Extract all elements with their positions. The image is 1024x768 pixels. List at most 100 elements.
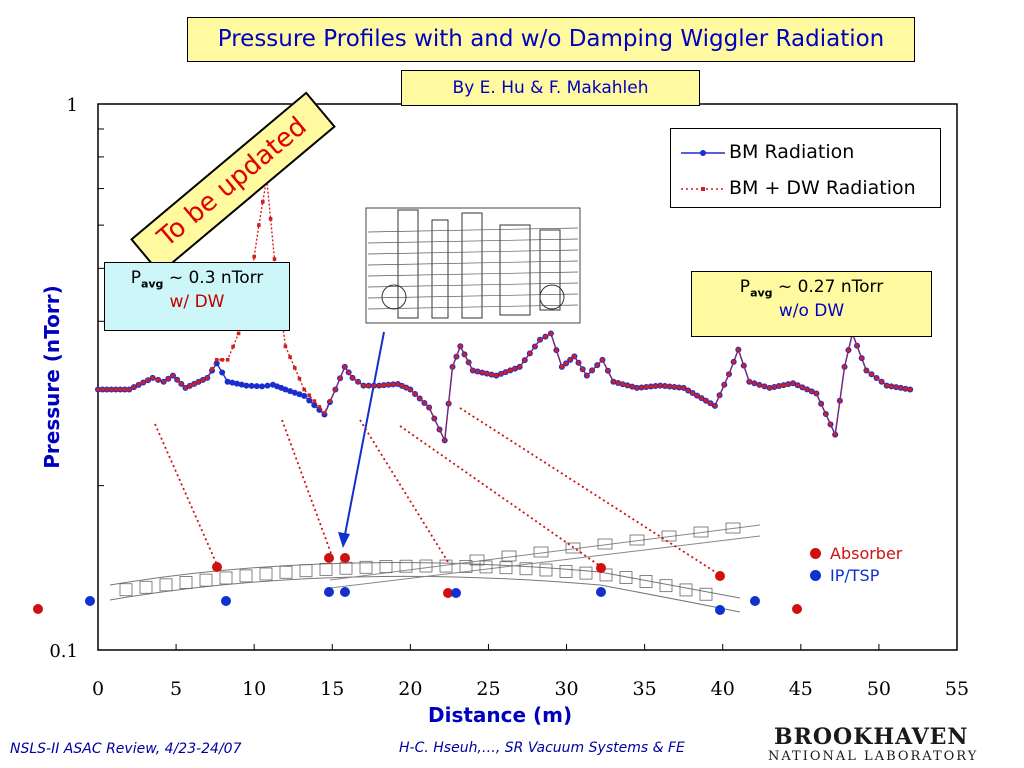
front-end-block xyxy=(693,526,709,538)
data-point xyxy=(361,383,366,388)
data-point xyxy=(225,358,230,362)
magnet-block xyxy=(139,580,153,594)
magnet-block xyxy=(379,560,393,574)
absorber-dot xyxy=(340,553,350,563)
chart-marks xyxy=(95,176,914,444)
data-point xyxy=(838,398,842,403)
data-point xyxy=(427,405,431,410)
data-point xyxy=(767,386,772,390)
data-point xyxy=(171,373,175,378)
absorber-dot xyxy=(715,571,725,581)
data-point xyxy=(828,422,833,427)
data-point xyxy=(114,387,118,392)
data-point xyxy=(252,254,256,259)
data-point xyxy=(328,399,332,403)
data-point xyxy=(122,387,127,392)
vacuum-chamber-drawing xyxy=(338,207,581,548)
data-point xyxy=(462,352,467,357)
chamber-flange xyxy=(539,229,561,311)
magnet-block xyxy=(559,565,573,578)
front-end-block xyxy=(469,554,485,566)
data-point xyxy=(333,387,338,392)
data-point xyxy=(522,358,527,362)
data-point xyxy=(855,343,859,348)
data-point xyxy=(118,387,123,392)
data-point xyxy=(288,355,292,359)
footer-review: NSLS-II ASAC Review, 4/23-24/07 xyxy=(10,741,242,757)
data-point xyxy=(564,361,568,366)
data-point xyxy=(466,360,471,365)
data-point xyxy=(302,387,306,392)
data-point xyxy=(576,360,581,365)
chart-legend: BM Radiation BM + DW Radiation xyxy=(670,128,941,208)
data-point xyxy=(475,369,480,374)
chart-title-box: Pressure Profiles with and w/o Damping W… xyxy=(187,17,915,62)
data-point xyxy=(903,386,908,391)
data-point xyxy=(894,385,898,389)
y-tick-label: 1 xyxy=(67,95,78,116)
data-point xyxy=(231,344,235,349)
x-tick-label: 15 xyxy=(320,678,344,700)
data-point xyxy=(508,368,513,373)
data-point xyxy=(292,366,297,370)
data-point xyxy=(842,365,847,369)
magnet-block xyxy=(239,569,253,583)
absorber-dot-icon xyxy=(810,548,821,559)
x-tick-label: 0 xyxy=(92,678,104,700)
data-point xyxy=(533,344,537,349)
data-point xyxy=(356,379,360,384)
data-point xyxy=(422,401,427,405)
chamber-line xyxy=(367,293,579,299)
data-point xyxy=(889,384,894,389)
magnet-block xyxy=(579,566,593,580)
ip-tsp-dot xyxy=(324,587,334,597)
x-tick-label: 20 xyxy=(398,678,422,700)
magnet-block xyxy=(359,560,373,574)
absorber-dot xyxy=(324,553,334,563)
data-point xyxy=(649,384,653,389)
data-point xyxy=(417,396,422,401)
data-point xyxy=(96,387,100,392)
data-point xyxy=(543,334,548,339)
connector-line xyxy=(399,425,601,567)
component-legend: Absorber IP/TSP xyxy=(808,544,902,588)
magnet-block xyxy=(199,573,213,587)
front-end-block xyxy=(533,546,549,558)
data-point xyxy=(494,373,499,378)
chamber-line xyxy=(367,249,579,255)
data-point xyxy=(100,387,105,392)
front-end-block xyxy=(661,530,677,542)
data-point xyxy=(257,223,261,227)
data-point xyxy=(869,372,874,377)
connector-line xyxy=(281,419,333,557)
data-point xyxy=(809,389,814,394)
data-point xyxy=(105,387,109,392)
data-point xyxy=(722,382,727,387)
data-point xyxy=(342,365,347,369)
magnet-block xyxy=(159,578,173,592)
magnet-block xyxy=(679,583,693,597)
data-point xyxy=(653,384,658,388)
data-point xyxy=(549,331,553,336)
absorber-dot xyxy=(212,562,222,572)
data-point xyxy=(146,378,150,383)
data-point xyxy=(243,382,250,389)
magnet-block xyxy=(499,561,513,575)
x-tick-label: 55 xyxy=(945,678,969,700)
data-point xyxy=(538,337,542,342)
data-point xyxy=(396,382,400,386)
data-point xyxy=(595,363,600,367)
data-point xyxy=(814,391,819,396)
data-point xyxy=(731,360,736,364)
connector-line xyxy=(154,423,219,568)
legend-swatch-bm-dw xyxy=(681,187,725,191)
data-point xyxy=(229,379,236,386)
data-point xyxy=(644,385,648,389)
data-point xyxy=(635,386,639,390)
data-point xyxy=(307,393,312,398)
data-point xyxy=(485,371,489,376)
pavg-with-dw-note: Pavg ~ 0.3 nTorr w/ DW xyxy=(104,262,290,331)
data-point xyxy=(611,379,616,384)
data-point xyxy=(606,368,610,373)
data-point xyxy=(747,379,752,384)
